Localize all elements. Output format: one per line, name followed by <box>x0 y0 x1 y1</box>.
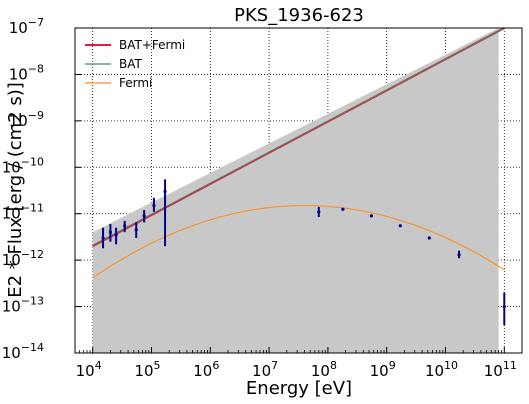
data-point <box>142 214 146 218</box>
series-curve <box>92 205 505 279</box>
y-tick-label: 10−14 <box>2 341 44 362</box>
legend-label: BAT <box>119 57 143 71</box>
x-tick-exponent: 10 <box>444 359 458 372</box>
y-tick-exponent: −13 <box>21 295 44 308</box>
series-line <box>92 27 505 246</box>
y-tick-exponent: −11 <box>21 202 44 215</box>
legend-label: BAT+Fermi <box>119 38 185 52</box>
data-point <box>341 207 345 211</box>
x-tick-exponent: 6 <box>212 359 219 372</box>
y-tick-exponent: −7 <box>28 16 44 29</box>
data-point <box>398 224 402 228</box>
x-tick-exponent: 9 <box>389 359 396 372</box>
data-point <box>163 189 167 194</box>
x-axis-label: Energy [eV] <box>246 378 352 399</box>
y-tick-exponent: −9 <box>28 109 44 122</box>
confidence-band <box>92 28 499 353</box>
data-point <box>108 230 113 234</box>
y-tick-exponent: −12 <box>21 248 44 261</box>
uncertainty-band <box>92 28 499 353</box>
legend-label: Fermi <box>119 76 152 90</box>
model-lines <box>92 27 505 279</box>
data-point <box>317 210 321 214</box>
x-tick-label: 105 <box>134 359 160 380</box>
x-tick-exponent: 11 <box>503 359 517 372</box>
x-tick-exponent: 5 <box>154 359 161 372</box>
x-tick-label: 1011 <box>484 359 517 380</box>
y-axis-label: E2 * Flux [erg / (cm2 s)] <box>5 82 26 298</box>
data-point <box>502 304 506 309</box>
x-tick-exponent: 8 <box>330 359 337 372</box>
data-point <box>369 214 374 218</box>
x-tick-label: 1010 <box>425 359 458 380</box>
data-point <box>457 253 461 257</box>
x-tick-label: 106 <box>193 359 219 380</box>
data-point <box>114 233 118 237</box>
x-tick-exponent: 7 <box>271 359 278 372</box>
data-point <box>123 224 127 228</box>
y-tick-label: 10−8 <box>9 62 44 83</box>
y-tick-exponent: −8 <box>28 62 44 75</box>
data-points <box>101 179 506 326</box>
x-tick-label: 104 <box>76 359 102 380</box>
x-tick-label: 108 <box>311 359 337 380</box>
x-tick-label: 109 <box>370 359 396 380</box>
y-tick-label: 10−7 <box>9 16 44 37</box>
legend: BAT+Fermi BAT Fermi <box>85 38 185 90</box>
chart-title: PKS_1936-623 <box>234 5 364 26</box>
y-tick-exponent: −14 <box>21 341 44 354</box>
data-point <box>101 236 105 240</box>
data-point <box>427 236 431 240</box>
x-axis-ticks: 104 105 106 107 108 109 1010 1011 <box>76 347 517 380</box>
x-tick-exponent: 4 <box>95 359 102 372</box>
data-point <box>134 228 138 232</box>
y-tick-exponent: −10 <box>21 155 44 168</box>
data-point <box>152 203 156 208</box>
x-tick-label: 107 <box>252 359 278 380</box>
plot-frame <box>74 27 523 354</box>
